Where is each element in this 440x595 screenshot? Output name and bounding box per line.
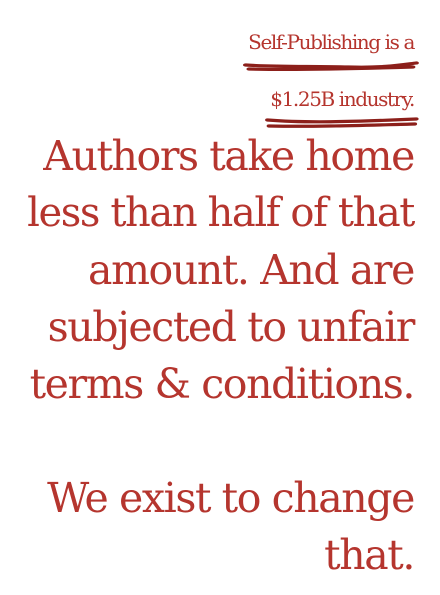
paragraph-spacer — [20, 413, 414, 470]
body-line-2: less than half of that — [27, 190, 415, 236]
mission-line-1: We exist to change — [47, 474, 415, 522]
body-line-1: Authors take home — [43, 132, 415, 180]
headline-line-1: Self-Publishing is a — [20, 14, 420, 71]
underline-stroke-2 — [265, 117, 419, 128]
body-line-5: terms & conditions. — [29, 360, 416, 408]
headline-text-1: Self-Publishing is a — [248, 30, 415, 54]
underline-stroke-1 — [243, 61, 420, 71]
headline-highlight-2: $1.25B industry. — [265, 71, 419, 128]
headline-line-2: $1.25B industry. — [20, 71, 419, 128]
headline-highlight-1: Self-Publishing is a — [243, 14, 420, 71]
body-line-4: subjected to unfair — [47, 303, 416, 351]
mission-line-2: that. — [324, 531, 415, 579]
headline-text-2: $1.25B industry. — [270, 87, 415, 111]
body-line-3: amount. And are — [88, 246, 415, 294]
